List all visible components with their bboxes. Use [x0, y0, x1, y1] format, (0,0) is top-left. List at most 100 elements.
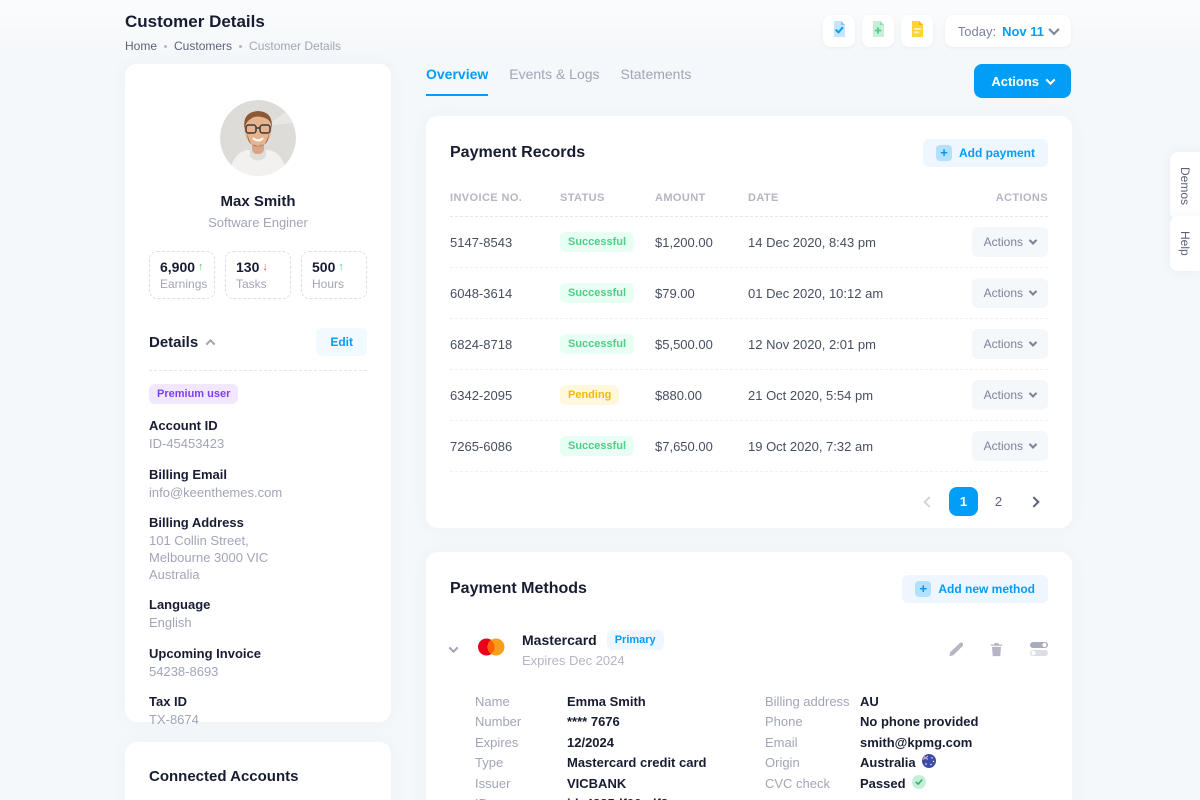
address-line: Australia: [149, 566, 200, 582]
row-actions-label: Actions: [983, 388, 1023, 402]
mastercard-icon: [472, 635, 510, 664]
doc-plus-button[interactable]: [861, 15, 894, 47]
edge-tab-demos[interactable]: Demos: [1170, 152, 1200, 221]
add-new-method-button[interactable]: + Add new method: [902, 575, 1048, 603]
col-invoice: Invoice No.: [450, 192, 523, 204]
pagination: 1 2: [450, 487, 1048, 516]
row-actions-dropdown[interactable]: Actions: [971, 380, 1048, 410]
amount: $7,650.00: [655, 438, 713, 454]
doc-check-icon: [830, 20, 848, 43]
date: 01 Dec 2020, 10:12 am: [748, 285, 884, 301]
breadcrumb-home[interactable]: Home: [125, 39, 158, 53]
stat-hours: 500 ↑ Hours: [301, 251, 367, 299]
breadcrumb-customers[interactable]: Customers: [174, 39, 233, 53]
status-badge: Successful: [560, 283, 635, 303]
chevron-left-icon: [922, 495, 935, 508]
tab-events-logs[interactable]: Events & Logs: [509, 66, 600, 82]
detail-label: CVC check: [765, 775, 831, 791]
row-actions-dropdown[interactable]: Actions: [971, 227, 1048, 257]
edge-tab-help[interactable]: Help: [1170, 216, 1200, 271]
arrow-up-icon: ↑: [198, 261, 204, 273]
detail-value: smith@kpmg.com: [860, 734, 973, 750]
pagination-page-2[interactable]: 2: [984, 487, 1013, 516]
pagination-prev[interactable]: [914, 487, 943, 516]
payment-methods-card: Payment Methods + Add new method Masterc…: [426, 552, 1072, 800]
pagination-page-1[interactable]: 1: [949, 487, 978, 516]
table-row: 6342-2095 Pending $880.00 21 Oct 2020, 5…: [450, 370, 1048, 421]
detail-label: Billing address: [765, 693, 850, 709]
row-actions-dropdown[interactable]: Actions: [971, 329, 1048, 359]
detail-value: Passed: [860, 775, 906, 791]
profile-stats: 6,900 ↑ Earnings 130 ↓ Tasks 500 ↑ Hours: [149, 251, 367, 299]
breadcrumb-separator: [164, 44, 168, 48]
earnings-label: Earnings: [160, 277, 208, 291]
add-new-method-label: Add new method: [938, 582, 1035, 596]
detail-label: Expires: [475, 734, 519, 750]
field-language: Language English: [149, 597, 367, 632]
invoice-number: 6824-8718: [450, 336, 513, 352]
today-date-picker[interactable]: Today: Nov 11: [944, 15, 1071, 47]
amount: $79.00: [655, 285, 695, 301]
detail-label: Issuer: [475, 775, 511, 791]
table-row: 6824-8718 Successful $5,500.00 12 Nov 20…: [450, 319, 1048, 370]
main-tabs: Overview Events & Logs Statements: [426, 66, 691, 96]
chevron-down-icon: [1028, 287, 1038, 296]
row-actions-dropdown[interactable]: Actions: [971, 278, 1048, 308]
detail-label: Email: [765, 734, 798, 750]
today-label: Today:: [957, 23, 997, 39]
tab-overview[interactable]: Overview: [426, 66, 489, 96]
method-details-right: Billing address AU Phone No phone provided…: [765, 691, 1048, 800]
detail-label: ID: [475, 796, 567, 800]
field-label: Tax ID: [149, 694, 188, 710]
invoice-number: 5147-8543: [450, 234, 513, 250]
method-action-icons: [948, 642, 1048, 657]
field-label: Language: [149, 597, 211, 613]
add-payment-button[interactable]: + Add payment: [922, 139, 1048, 167]
edit-button[interactable]: Edit: [316, 328, 367, 356]
table-row: 5147-8543 Successful $1,200.00 14 Dec 20…: [450, 217, 1048, 268]
pagination-next[interactable]: [1019, 487, 1048, 516]
row-actions-dropdown[interactable]: Actions: [971, 431, 1048, 461]
detail-label: Phone: [765, 714, 803, 730]
actions-dropdown-button[interactable]: Actions: [974, 64, 1071, 98]
detail-value: id_4325df90sdf8: [567, 796, 668, 800]
chevron-right-icon: [1027, 495, 1040, 508]
detail-label: Name: [475, 693, 510, 709]
row-actions-label: Actions: [983, 439, 1023, 453]
payment-method-row: Mastercard Primary Expires Dec 2024: [448, 630, 1048, 668]
toggles-icon[interactable]: [1030, 642, 1048, 656]
details-header: Details Edit: [149, 328, 367, 356]
trash-icon[interactable]: [989, 642, 1004, 657]
status-badge: Successful: [560, 436, 635, 456]
pencil-icon[interactable]: [948, 642, 963, 657]
plus-icon: +: [915, 581, 932, 597]
table-row: 6048-3614 Successful $79.00 01 Dec 2020,…: [450, 268, 1048, 319]
tab-statements[interactable]: Statements: [620, 66, 692, 82]
status-badge: Successful: [560, 232, 635, 252]
method-details: Name Emma Smith Number **** 7676 Expires 12…: [475, 691, 1048, 800]
field-value: ID-45453423: [149, 436, 225, 451]
detail-value: VICBANK: [567, 775, 627, 791]
method-details-left: Name Emma Smith Number **** 7676 Expires 12…: [475, 691, 765, 800]
invoice-number: 7265-6086: [450, 438, 513, 454]
doc-lines-button[interactable]: [900, 15, 933, 47]
method-expires: Expires Dec 2024: [522, 653, 625, 668]
customer-role: Software Enginer: [208, 215, 308, 230]
payment-records-title: Payment Records: [450, 144, 586, 161]
collapse-toggle[interactable]: [448, 640, 459, 658]
page-header: Customer Details Home Customers Customer…: [125, 12, 341, 53]
doc-plus-icon: [869, 20, 887, 43]
table-header: Invoice No. Status Amount Date Actions: [450, 192, 1048, 217]
detail-label: Number: [475, 714, 522, 730]
row-actions-label: Actions: [983, 235, 1023, 249]
page-title: Customer Details: [125, 12, 265, 31]
chevron-up-icon[interactable]: [205, 338, 216, 349]
details-heading: Details: [149, 333, 199, 351]
table-row: 7265-6086 Successful $7,650.00 19 Oct 20…: [450, 421, 1048, 472]
doc-check-button[interactable]: [822, 15, 855, 47]
date: 21 Oct 2020, 5:54 pm: [748, 387, 874, 403]
breadcrumb: Home Customers Customer Details: [125, 39, 341, 53]
field-label: Billing Email: [149, 466, 228, 482]
detail-value: 12/2024: [567, 734, 614, 750]
